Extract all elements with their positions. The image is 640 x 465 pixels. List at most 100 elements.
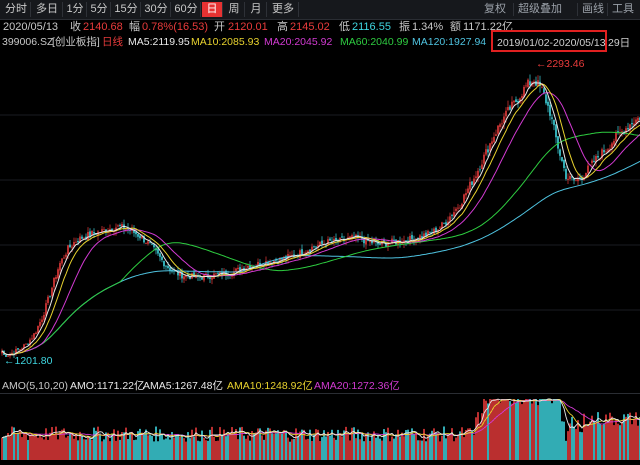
candle-body (67, 245, 69, 254)
volume-bar (243, 435, 245, 460)
volume-bar (213, 436, 215, 460)
candle-body (459, 207, 461, 209)
volume-bar (181, 434, 183, 460)
candle-body (239, 267, 241, 273)
toolbar-right-item-3[interactable]: 工具 (612, 3, 634, 15)
candle-body (485, 149, 487, 155)
volume-bar (195, 427, 197, 460)
volume-bar (335, 439, 337, 460)
volume-bar (45, 428, 47, 460)
candle-body (21, 348, 23, 350)
candle-body (89, 231, 91, 237)
volume-bar (203, 437, 205, 460)
candle-body (363, 238, 365, 244)
candle-body (151, 243, 153, 245)
volume-bar (159, 429, 161, 460)
candle-body (629, 124, 631, 131)
volume-bar (349, 440, 351, 460)
toolbar-right-item-2[interactable]: 画线 (582, 3, 604, 15)
volume-bar (303, 429, 305, 460)
period-tab-9[interactable]: 月 (246, 2, 267, 17)
volume-bar (375, 437, 377, 460)
candle-body (75, 241, 77, 243)
candle-body (451, 215, 453, 216)
ma60-label: MA60:2040.99 (340, 36, 409, 48)
volume-bar (19, 429, 21, 460)
volume-bar (297, 436, 299, 460)
volume-bar (13, 427, 15, 460)
candle-body (145, 243, 147, 244)
candle-body (335, 237, 337, 241)
candle-body (597, 156, 599, 158)
volume-bar (615, 419, 617, 460)
volume-bar (115, 440, 117, 460)
quote-low-value: 2116.55 (352, 21, 391, 33)
volume-bar (613, 425, 615, 460)
candle-body (505, 110, 507, 117)
candle-body (111, 228, 113, 232)
candle-body (547, 101, 549, 106)
candle-body (201, 277, 203, 280)
volume-bar (71, 432, 73, 460)
candle-body (509, 106, 511, 110)
period-tab-6[interactable]: 60分 (172, 2, 201, 17)
candle-body (411, 235, 413, 239)
volume-bar (231, 427, 233, 460)
period-tab-8[interactable]: 周 (224, 2, 245, 17)
volume-bar (57, 439, 59, 460)
volume-bar (63, 428, 65, 460)
volume-bar (631, 424, 633, 460)
volume-bar (487, 403, 489, 460)
candle-body (203, 274, 205, 281)
volume-bar (49, 432, 51, 460)
period-tab-1[interactable]: 多日 (32, 2, 63, 17)
volume-bar (25, 434, 27, 460)
period-tab-4[interactable]: 15分 (112, 2, 141, 17)
period-tab-7[interactable]: 日 (202, 2, 223, 17)
volume-bar (21, 437, 23, 460)
volume-bar (199, 441, 201, 460)
price-chart[interactable] (0, 50, 640, 375)
candle-body (163, 260, 165, 267)
low-arrow-icon: ← (4, 355, 15, 367)
candle-body (249, 265, 251, 269)
volume-chart[interactable] (0, 393, 640, 460)
volume-bar (637, 425, 639, 460)
volume-bar (359, 439, 361, 460)
candle-body (385, 242, 387, 247)
volume-bar (541, 399, 543, 460)
volume-bar (575, 429, 577, 460)
volume-bar (207, 440, 209, 460)
toolbar-right-item-0[interactable]: 复权 (484, 3, 506, 15)
volume-bar (215, 441, 217, 460)
candle-body (365, 237, 367, 245)
volume-bar (299, 431, 301, 460)
volume-bar (321, 437, 323, 460)
volume-bar (327, 431, 329, 460)
volume-bar (73, 438, 75, 460)
toolbar-right-item-1[interactable]: 超级叠加 (518, 3, 562, 15)
volume-bar (307, 438, 309, 460)
period-label: 日线 (102, 36, 123, 48)
ama5-value: AMA5:1267.48亿 (143, 380, 223, 392)
period-tab-10[interactable]: 更多 (268, 2, 299, 17)
period-tab-2[interactable]: 1分 (64, 2, 87, 17)
candle-body (567, 178, 569, 180)
candle-body (463, 194, 465, 203)
period-tab-5[interactable]: 30分 (142, 2, 171, 17)
candle-body (371, 240, 373, 244)
candle-body (49, 295, 51, 297)
candle-body (209, 277, 211, 279)
volume-bar (319, 441, 321, 460)
volume-bar (167, 434, 169, 460)
volume-bar (253, 432, 255, 460)
volume-bar (129, 432, 131, 460)
volume-bar (125, 427, 127, 460)
period-tab-0[interactable]: 分时 (2, 2, 31, 17)
volume-bar (325, 436, 327, 460)
period-tab-3[interactable]: 5分 (88, 2, 111, 17)
volume-bar (333, 437, 335, 460)
candle-body (283, 256, 285, 260)
date-range[interactable]: 2019/01/02-2020/05/13 (497, 37, 606, 49)
candle-body (489, 143, 491, 152)
